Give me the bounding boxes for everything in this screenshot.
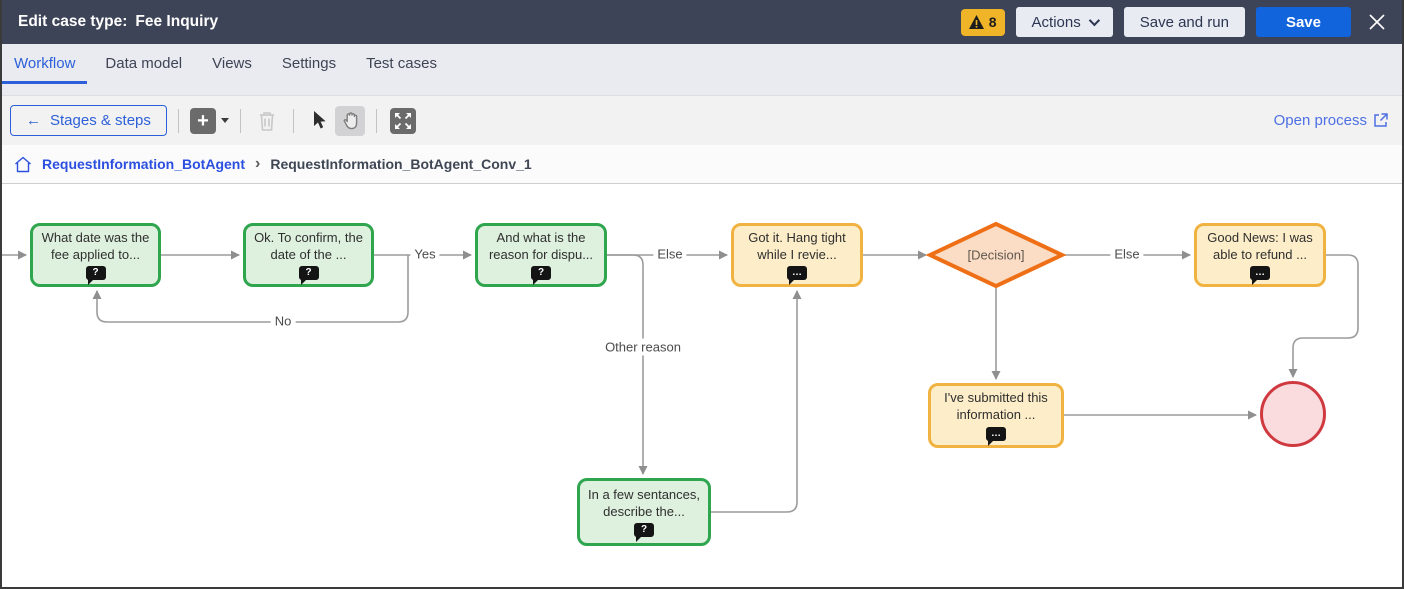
page-title: Edit case type: Fee Inquiry [18,13,218,31]
decision-diamond[interactable] [925,221,1067,289]
home-icon[interactable] [14,156,32,173]
chevron-down-icon [1088,14,1100,27]
typing-bubble-icon: … [986,426,1006,446]
node-text: Good News: I was able to refund ... [1207,229,1313,262]
flow-node-question-4[interactable]: In a few sentances, describe the... ? [577,478,711,546]
node-text: In a few sentances, describe the... [587,486,700,519]
cursor-icon [312,111,328,130]
question-bubble-icon: ? [531,266,551,286]
node-text: I've submitted this information ... [944,390,1048,422]
back-arrow-icon: ← [26,112,41,129]
add-step-button[interactable]: + [189,107,229,134]
chevron-right-icon: › [255,155,261,172]
open-process-link[interactable]: Open process [1274,112,1388,129]
flow-node-message-3[interactable]: I've submitted this information ... … [928,383,1064,448]
header-actions: 8 Actions Save and run Save [960,7,1388,37]
pan-tool-button[interactable] [334,105,365,136]
toolbar: ← Stages & steps + [2,96,1402,145]
bubble-glyph: ? [537,267,545,279]
typing-bubble-icon: … [1250,266,1270,286]
bubble-glyph: … [792,267,802,279]
flow-node-message-1[interactable]: Got it. Hang tight while I revie... … [731,223,863,287]
node-text: And what is the reason for dispu... [488,229,594,262]
node-text: What date was the fee applied to... [41,229,150,262]
tab-bar: Workflow Data model Views Settings Test … [2,44,1402,96]
actions-button[interactable]: Actions [1015,7,1113,37]
edge-label-other-reason: Other reason [601,338,685,356]
page-title-value: Fee Inquiry [135,13,219,30]
actions-button-label: Actions [1031,13,1081,31]
node-text: Got it. Hang tight while I revie... [748,229,846,262]
breadcrumb: RequestInformation_BotAgent › RequestInf… [2,145,1402,184]
save-button-label: Save [1285,13,1321,31]
save-and-run-button[interactable]: Save and run [1123,7,1245,37]
edge-label-no: No [270,312,296,330]
trash-icon [257,110,277,132]
dropdown-caret-icon [220,118,229,127]
question-bubble-icon: ? [298,266,319,286]
page-title-label: Edit case type: [18,13,128,30]
edge-label-else-2: Else [1110,245,1144,263]
fit-to-screen-button[interactable] [388,106,418,136]
breadcrumb-current: RequestInformation_BotAgent_Conv_1 [270,156,532,172]
flow-edges [2,221,1359,513]
warnings-badge[interactable]: 8 [960,8,1005,36]
bubble-glyph: ? [92,267,99,279]
toolbar-separator [375,108,377,133]
flow-node-message-2[interactable]: Good News: I was able to refund ... … [1194,223,1326,287]
tab-workflow[interactable]: Workflow [2,44,88,84]
flow-node-question-1[interactable]: What date was the fee applied to... ? [30,223,161,287]
close-icon[interactable] [1366,11,1388,33]
typing-bubble-icon: … [787,266,807,286]
flow-node-question-3[interactable]: And what is the reason for dispu... ? [475,223,607,287]
question-bubble-icon: ? [85,266,106,286]
bubble-glyph: ? [640,524,648,536]
save-button[interactable]: Save [1255,7,1351,37]
edge-label-else-1: Else [653,245,687,263]
toolbar-separator [239,108,241,133]
app-header: Edit case type: Fee Inquiry 8 Actions Sa… [2,0,1402,44]
tab-settings[interactable]: Settings [281,55,337,72]
node-text: Ok. To confirm, the date of the ... [254,229,363,262]
bubble-glyph: ? [305,267,312,279]
hand-icon [341,111,359,130]
tab-views[interactable]: Views [212,55,252,72]
question-bubble-icon: ? [634,523,654,543]
select-tool-button[interactable] [305,106,335,136]
external-link-icon [1373,113,1388,128]
open-process-label: Open process [1273,112,1367,129]
bubble-glyph: … [991,427,1001,439]
add-icon: + [189,107,216,134]
tab-data-model[interactable]: Data model [105,55,183,72]
toolbar-separator [292,108,294,133]
breadcrumb-parent-link[interactable]: RequestInformation_BotAgent [42,156,245,172]
toolbar-separator [177,108,179,133]
tab-test-cases[interactable]: Test cases [366,55,437,72]
stages-steps-label: Stages & steps [50,112,151,129]
workflow-canvas[interactable]: What date was the fee applied to... ? Ok… [2,184,1402,587]
delete-button[interactable] [252,106,282,136]
end-node[interactable] [1260,381,1326,447]
expand-icon [389,107,416,134]
decision-node-label[interactable]: [Decision] [967,247,1025,263]
bubble-glyph: … [1255,267,1265,279]
save-and-run-label: Save and run [1139,13,1229,31]
warning-count: 8 [988,14,997,30]
warning-icon [968,15,984,29]
edge-label-yes: Yes [410,245,440,263]
flow-node-question-2[interactable]: Ok. To confirm, the date of the ... ? [243,223,374,287]
stages-steps-button[interactable]: ← Stages & steps [10,105,167,136]
